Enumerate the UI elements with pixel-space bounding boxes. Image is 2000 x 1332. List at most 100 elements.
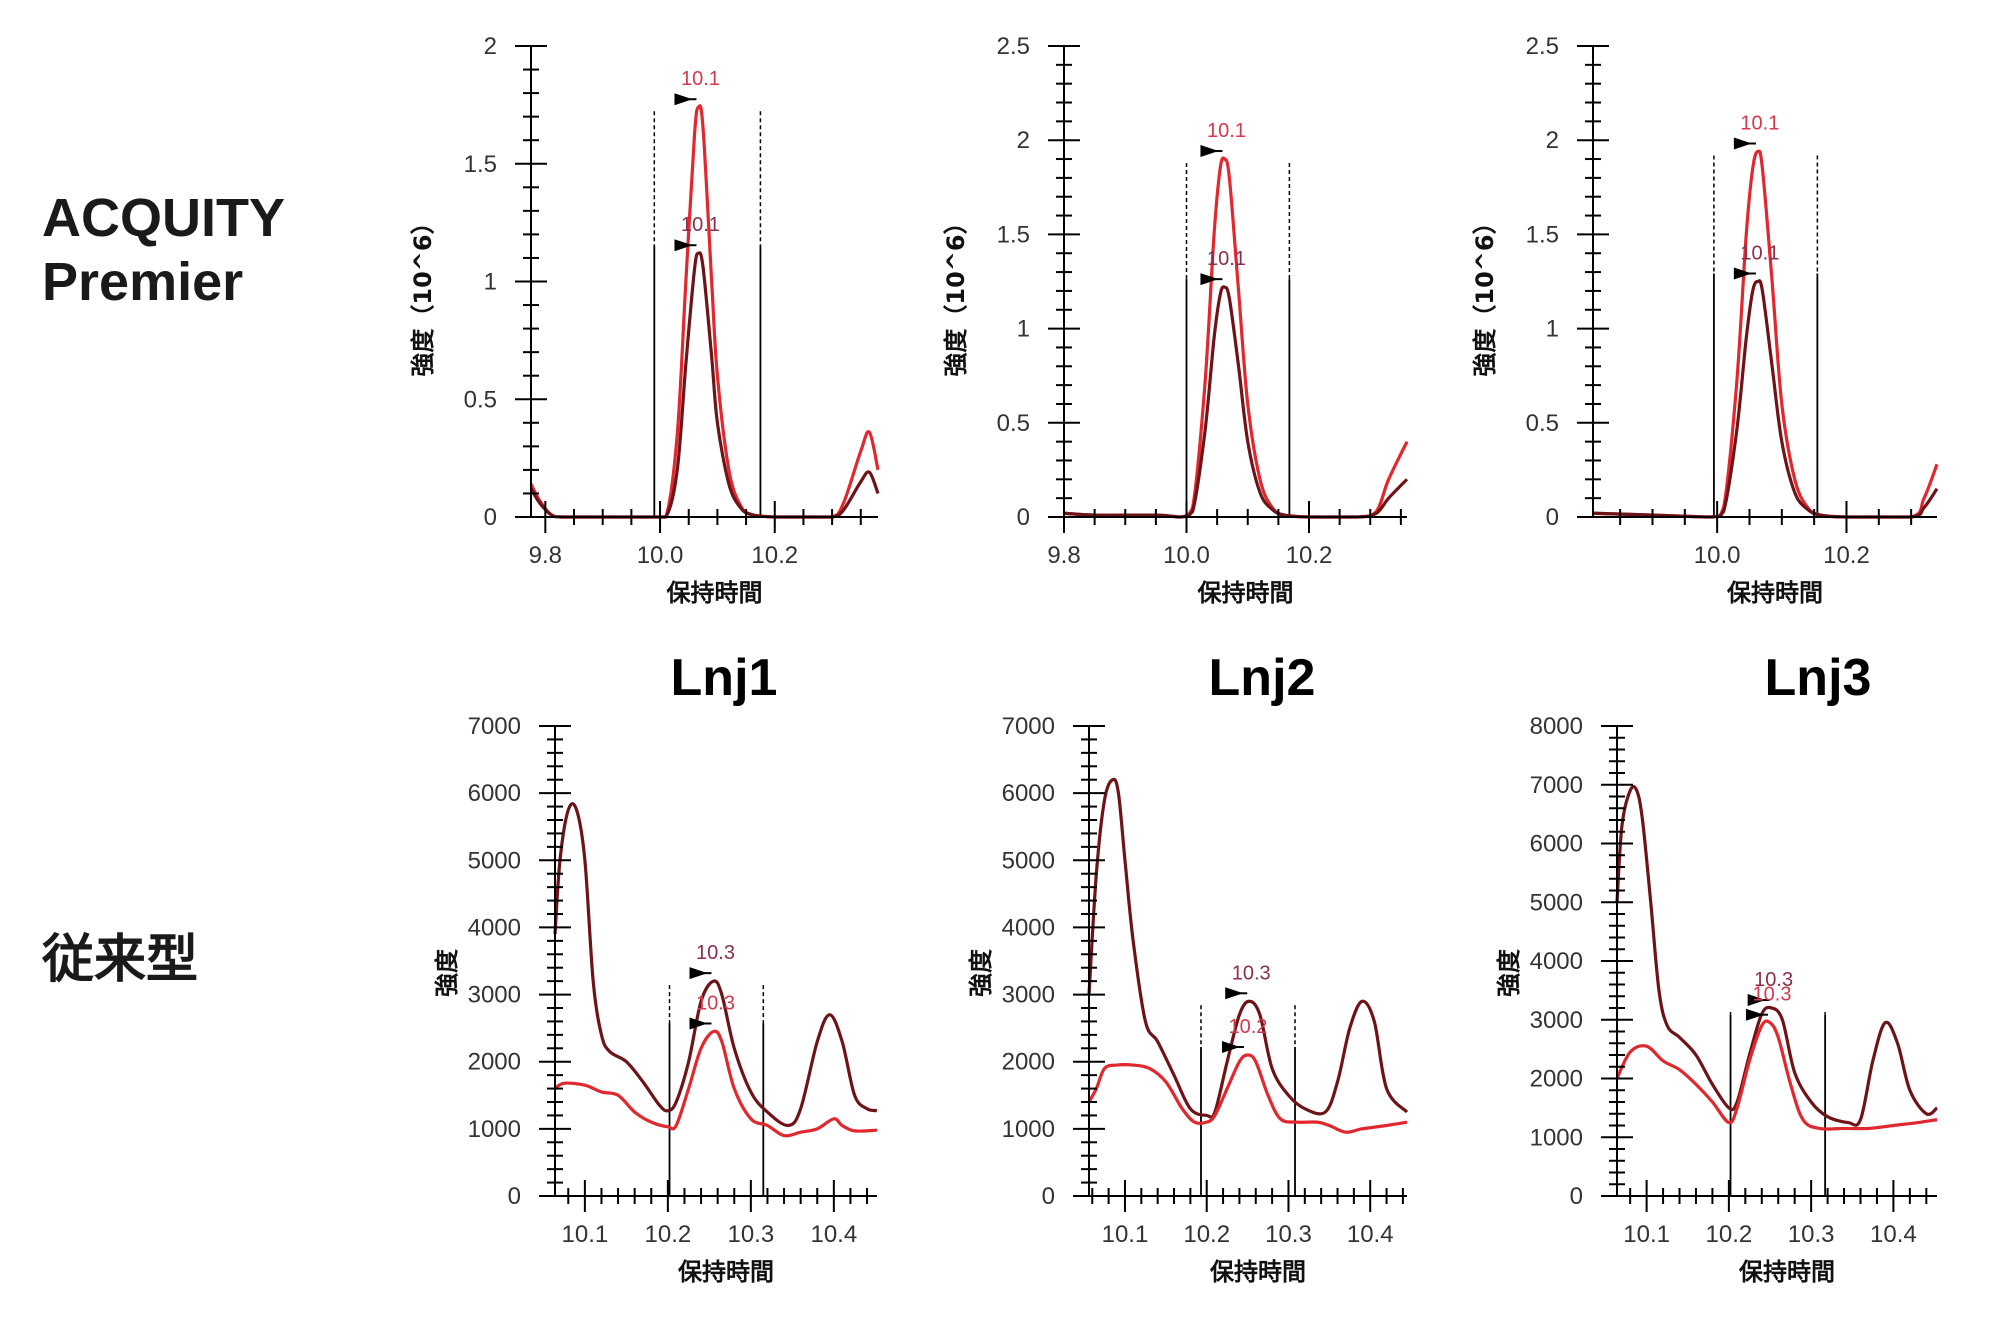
series-line-dark (553, 802, 878, 1128)
y-tick-label: 3000 (1002, 982, 1055, 1009)
x-axis-title: 保持時間 (666, 579, 763, 607)
peak-label: 10.1 (1740, 113, 1779, 135)
peak-marker-icon (1733, 267, 1752, 280)
peak-label: 10.3 (1753, 984, 1792, 1006)
series-line-dark (1063, 285, 1409, 519)
peak-marker-icon (1200, 273, 1219, 286)
x-axis-title: 保持時間 (1726, 579, 1823, 607)
x-tick-label: 10.3 (727, 1221, 774, 1248)
x-tick-label: 10.0 (1694, 542, 1741, 569)
chart-panel-5: 10.3 10.2 0 1000 2000 3000 4000 5000 6000 7000 10.… (967, 713, 1409, 1286)
x-tick-label: 10.2 (1183, 1221, 1230, 1248)
y-tick-label: 6000 (1002, 780, 1055, 807)
peak-marker-icon (689, 967, 708, 980)
y-tick-label: 5000 (468, 847, 521, 874)
y-tick-label: 4000 (1002, 914, 1055, 941)
row-label-conventional: 従来型 (42, 930, 199, 990)
row-label-line-1: ACQUITY (42, 188, 285, 248)
y-tick-label: 7000 (1002, 713, 1055, 740)
y-tick-label: 1000 (1530, 1124, 1583, 1151)
y-tick-label: 0 (1570, 1183, 1583, 1210)
column-title-lnj1: Lnj1 (670, 649, 778, 707)
x-tick-label: 10.0 (637, 542, 684, 569)
x-axis-title: 保持時間 (1738, 1258, 1835, 1286)
x-tick-label: 10.2 (645, 1221, 692, 1248)
series-line-red (1087, 1053, 1408, 1134)
y-axis-title: 強度 (967, 948, 995, 997)
x-tick-label: 10.3 (1265, 1221, 1312, 1248)
x-tick-label: 10.2 (1706, 1221, 1753, 1248)
row-label-line-2: Premier (42, 252, 244, 312)
x-tick-label: 10.4 (1347, 1221, 1394, 1248)
x-tick-label: 10.1 (1102, 1221, 1149, 1248)
peak-marker-icon (674, 93, 693, 106)
y-tick-label: 1.5 (1526, 221, 1559, 248)
x-tick-label: 10.4 (1870, 1221, 1917, 1248)
series-line-dark (1615, 785, 1939, 1127)
x-axis-title: 保持時間 (1197, 579, 1294, 607)
peak-label: 10.3 (1232, 962, 1271, 984)
row-label-acquity-premier: ACQUITY Premier (42, 186, 285, 314)
y-tick-label: 6000 (1530, 831, 1583, 858)
chart-panel-1: 10.1 10.1 0 0.5 1 1.5 2 9.8 10.0 10.2 保持時間 強度（10^6） (409, 33, 880, 607)
series-line-red (1592, 149, 1939, 519)
y-tick-label: 3000 (1530, 1007, 1583, 1034)
y-tick-label: 7000 (468, 713, 521, 740)
chart-panel-4: 10.3 10.3 0 1000 2000 3000 4000 5000 6000 7000 10.… (433, 713, 878, 1286)
peak-label: 10.1 (681, 214, 720, 236)
peak-label: 10.2 (1228, 1016, 1267, 1038)
x-tick-label: 10.4 (810, 1221, 857, 1248)
peak-label: 10.1 (1207, 120, 1246, 142)
y-tick-label: 2 (1546, 127, 1559, 154)
series-line-red (554, 1029, 878, 1138)
x-tick-label: 10.2 (1286, 542, 1333, 569)
x-tick-label: 10.0 (1163, 542, 1210, 569)
x-tick-label: 9.8 (1047, 542, 1080, 569)
y-tick-label: 2.5 (997, 33, 1030, 60)
peak-marker-icon (1733, 137, 1752, 150)
peak-label: 10.3 (696, 942, 735, 964)
peak-label: 10.1 (681, 68, 720, 90)
y-tick-label: 7000 (1530, 772, 1583, 799)
y-tick-label: 1 (1546, 316, 1559, 343)
y-tick-label: 1 (1017, 316, 1030, 343)
y-tick-label: 3000 (468, 982, 521, 1009)
x-tick-label: 10.2 (751, 542, 798, 569)
y-tick-label: 0 (1017, 504, 1030, 531)
y-tick-label: 0.5 (464, 386, 497, 413)
peak-marker-icon (674, 239, 693, 252)
peak-label: 10.1 (1740, 243, 1779, 265)
chart-panel-6: 10.310.301000200030004000500060007000800… (1495, 713, 1939, 1286)
x-tick-label: 9.8 (529, 542, 562, 569)
y-tick-label: 5000 (1002, 847, 1055, 874)
column-title-lnj3: Lnj3 (1764, 649, 1872, 707)
y-tick-label: 0.5 (1526, 410, 1559, 437)
series-line-dark (1592, 279, 1939, 519)
peak-label: 10.3 (1754, 969, 1793, 991)
y-tick-label: 6000 (468, 780, 521, 807)
peak-marker-icon (1200, 145, 1219, 158)
y-tick-label: 5000 (1530, 889, 1583, 916)
y-tick-label: 4000 (468, 914, 521, 941)
y-tick-label: 2000 (468, 1049, 521, 1076)
x-tick-label: 10.3 (1788, 1221, 1835, 1248)
y-tick-label: 0 (1546, 504, 1559, 531)
y-tick-label: 2 (484, 33, 497, 60)
series-line-dark (1087, 777, 1409, 1119)
x-tick-label: 10.2 (1823, 542, 1870, 569)
column-title-lnj2: Lnj2 (1208, 649, 1316, 707)
peak-marker-icon (1225, 987, 1244, 1000)
peak-marker-icon (1221, 1041, 1240, 1053)
peak-marker-icon (689, 1017, 708, 1030)
y-tick-label: 1.5 (464, 151, 497, 178)
y-axis-title: 強度（10^6） (942, 210, 970, 376)
peak-marker-icon (1747, 994, 1766, 1006)
y-tick-label: 1000 (1002, 1116, 1055, 1143)
series-line-red (529, 104, 880, 519)
y-axis-title: 強度 (433, 948, 461, 997)
y-tick-label: 1.5 (997, 221, 1030, 248)
y-axis-title: 強度（10^6） (409, 210, 437, 376)
y-axis-title: 強度（10^6） (1471, 210, 1499, 376)
